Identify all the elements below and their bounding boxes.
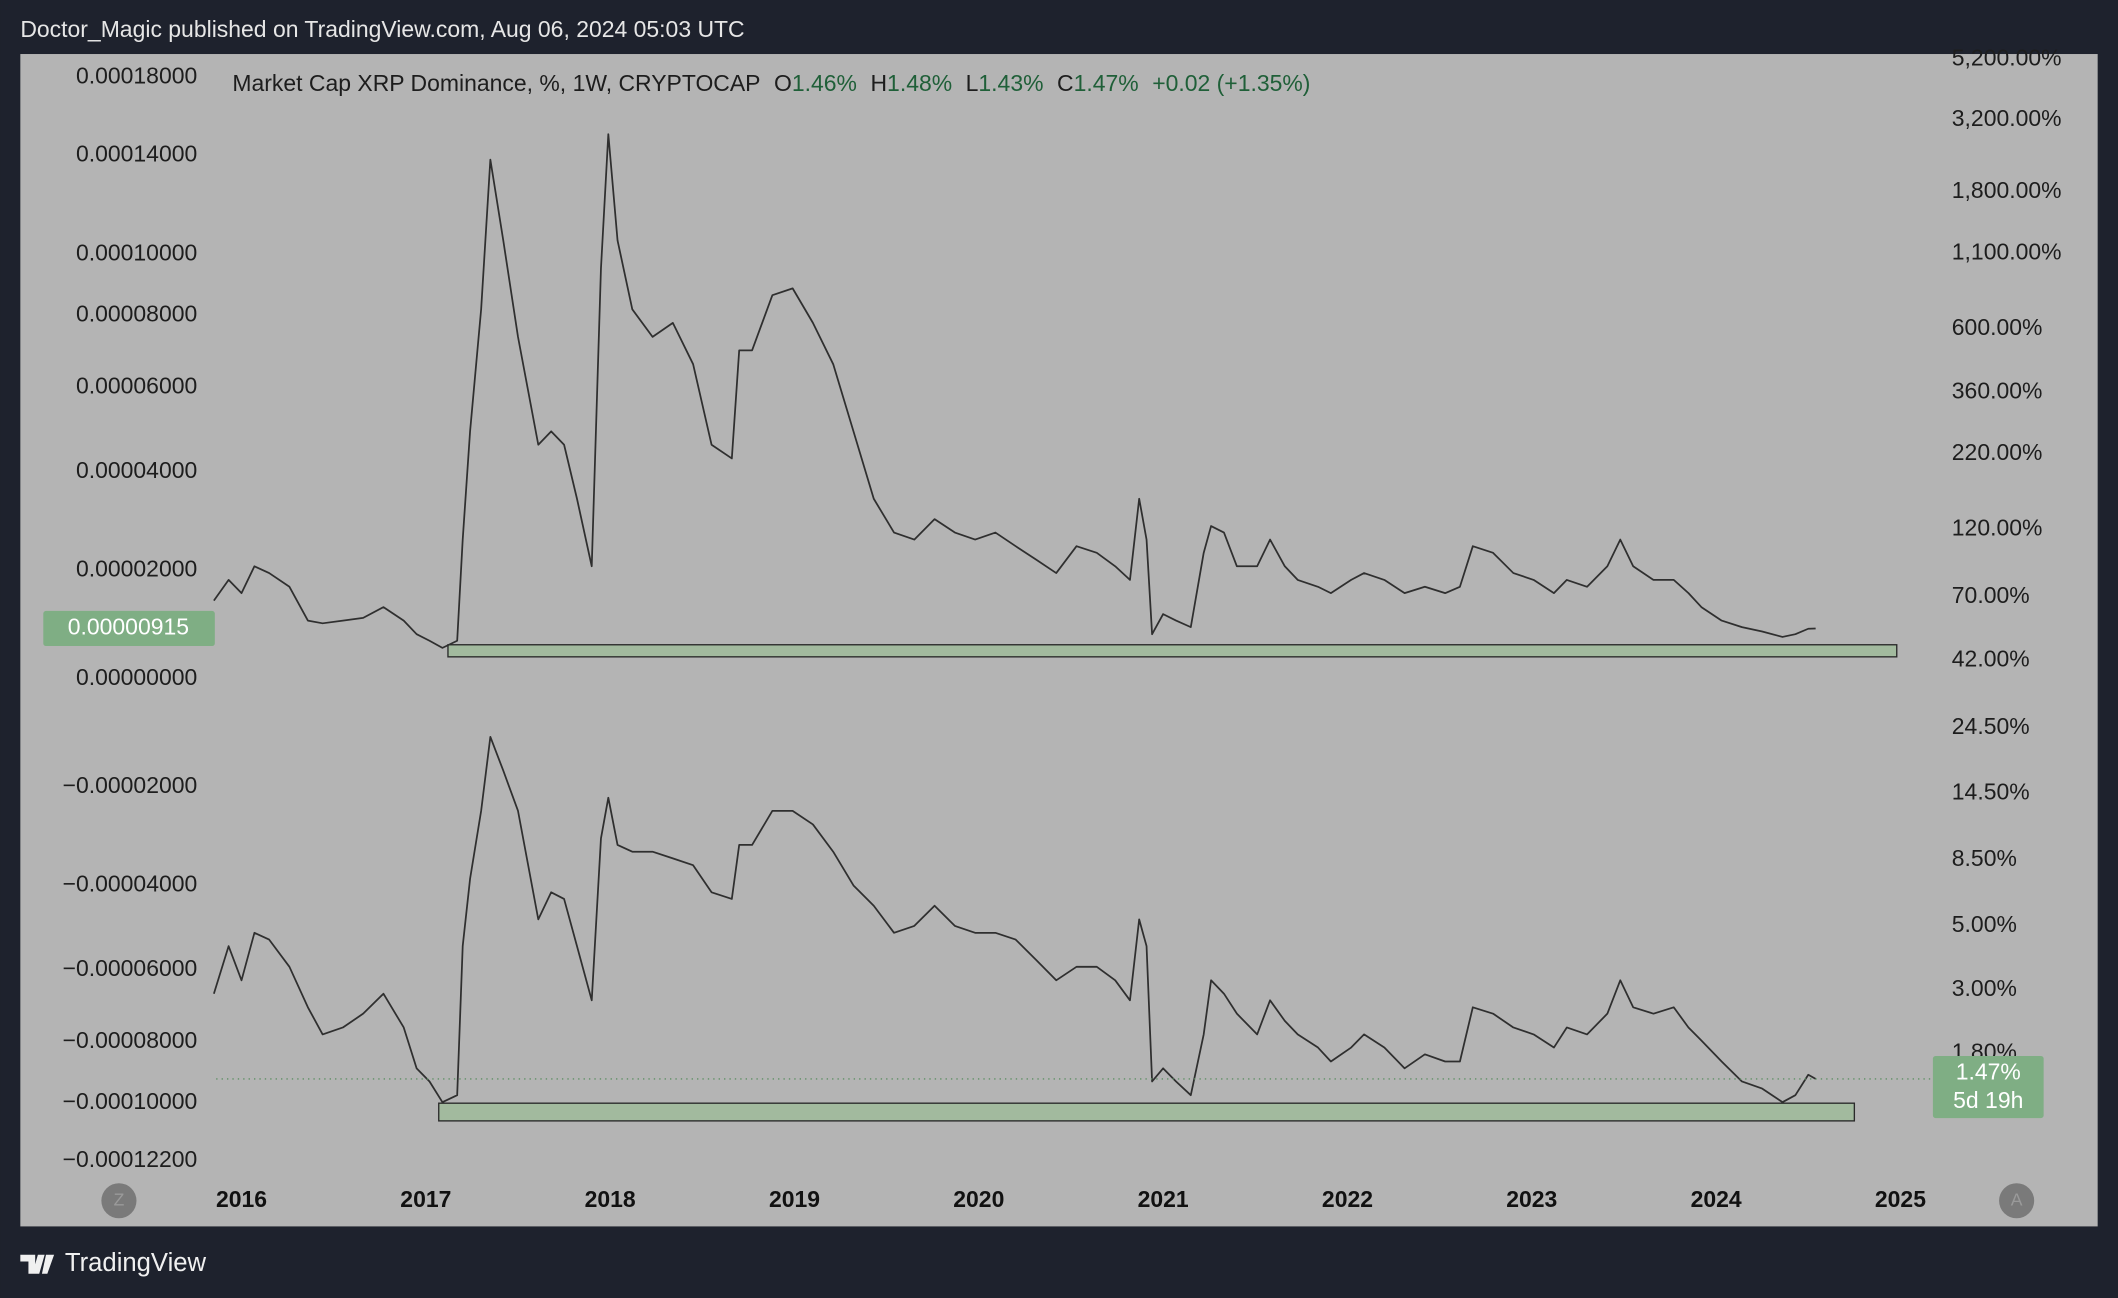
footer-logo: TradingView: [20, 1249, 207, 1277]
plot-area: [213, 133, 1933, 1122]
x-tick-label: 2019: [769, 1186, 820, 1212]
y-tick-label: 14.50%: [1952, 778, 2030, 804]
price-line: [213, 735, 1817, 1104]
y2-tick-label: −0.00004000: [63, 870, 198, 896]
y-tick-label: 3.00%: [1952, 975, 2017, 1001]
ohlc-value: 1.47%: [1074, 70, 1139, 96]
y2-tick-label: −0.00008000: [63, 1027, 198, 1053]
x-tick-label: 2017: [400, 1186, 451, 1212]
y-tick-label: 24.50%: [1952, 713, 2030, 739]
y-tick-label: 3,200.00%: [1952, 105, 2062, 131]
scale-button[interactable]: A: [1999, 1183, 2035, 1219]
y-tick-label: 5,200.00%: [1952, 44, 2062, 70]
y2-tick-label: 0.00008000: [76, 301, 197, 327]
ohlc-key: C: [1057, 70, 1074, 96]
button-circle: [101, 1183, 137, 1219]
support-zone: [438, 1102, 1856, 1122]
support-zone: [447, 644, 1898, 658]
last-value-box: [43, 610, 215, 647]
x-tick-label: 2018: [585, 1186, 636, 1212]
logo-mark: [20, 1254, 55, 1274]
ohlc-value: 1.43%: [978, 70, 1043, 96]
y2-tick-label: 0.00000000: [76, 664, 197, 690]
y-tick-label: 42.00%: [1952, 646, 2030, 672]
y2-tick-label: −0.00010000: [63, 1088, 198, 1114]
ohlc-key: L: [966, 70, 979, 96]
y2-tick-label: 0.00014000: [76, 140, 197, 166]
y-tick-label: 1,800.00%: [1952, 177, 2062, 203]
y2-tick-label: 0.00002000: [76, 556, 197, 582]
brand: TradingView: [65, 1249, 207, 1277]
x-tick-label: 2022: [1322, 1186, 1373, 1212]
chart-pane: [20, 54, 2098, 1227]
button-label: Z: [114, 1189, 125, 1209]
change: +0.02 (+1.35%): [1152, 70, 1310, 96]
button-circle: [1999, 1183, 2035, 1219]
ohlc-key: O: [774, 70, 792, 96]
ohlc-value: 1.48%: [887, 70, 952, 96]
legend: Market Cap XRP Dominance, %, 1W, CRYPTOC…: [232, 70, 1310, 96]
ohlc-key: H: [870, 70, 887, 96]
y-tick-label: 5.00%: [1952, 911, 2017, 937]
legend-title: Market Cap XRP Dominance, %, 1W, CRYPTOC…: [232, 70, 760, 96]
y2-tick-label: 0.00018000: [76, 63, 197, 89]
scale-button[interactable]: Z: [101, 1183, 137, 1219]
y-tick-label: 600.00%: [1952, 314, 2043, 340]
x-tick-label: 2021: [1138, 1186, 1189, 1212]
y-tick-label: 220.00%: [1952, 439, 2043, 465]
price-line: [213, 133, 1816, 649]
x-tick-label: 2020: [953, 1186, 1004, 1212]
y-tick-label: 360.00%: [1952, 378, 2043, 404]
x-tick-label: 2024: [1691, 1186, 1742, 1212]
button-label: A: [2011, 1189, 2023, 1209]
x-tick-label: 2016: [216, 1186, 267, 1212]
x-tick-label: 2025: [1875, 1186, 1926, 1212]
y-tick-label: 120.00%: [1952, 515, 2043, 541]
publisher-line: Doctor_Magic published on TradingView.co…: [20, 16, 744, 42]
y2-tick-label: −0.00012200: [63, 1146, 198, 1172]
last-value-box: [1932, 1055, 2044, 1119]
last-value-label: 0.00000915: [68, 614, 189, 640]
x-tick-label: 2023: [1506, 1186, 1557, 1212]
axes: 5,200.00% 3,200.00% 1,800.00% 1,100.00% 600.…: [43, 44, 2062, 1219]
y2-tick-label: 0.00006000: [76, 372, 197, 398]
y2-tick-label: 0.00004000: [76, 457, 197, 483]
y-tick-label: 70.00%: [1952, 582, 2030, 608]
y2-tick-label: 0.00010000: [76, 239, 197, 265]
y2-tick-label: −0.00006000: [63, 955, 198, 981]
last-value-label: 1.47%: [1956, 1059, 2021, 1085]
y-tick-label: 1,100.00%: [1952, 238, 2062, 264]
ohlc-value: 1.46%: [792, 70, 857, 96]
y-tick-label: 8.50%: [1952, 845, 2017, 871]
bar-countdown: 5d 19h: [1953, 1087, 2023, 1113]
y2-tick-label: −0.00002000: [63, 772, 198, 798]
